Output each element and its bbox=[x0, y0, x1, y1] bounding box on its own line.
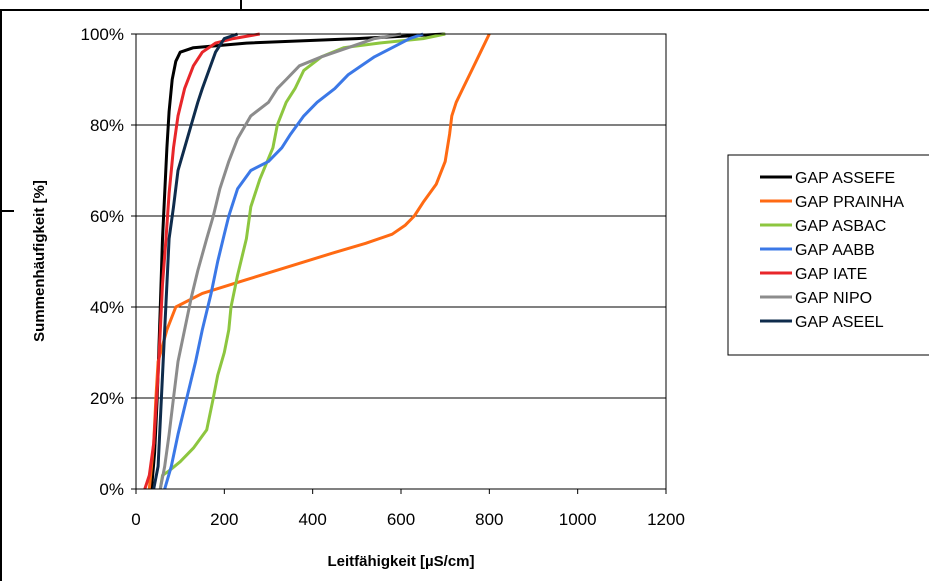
frame-notch-left bbox=[0, 210, 14, 212]
legend-entries: GAP ASSEFE GAP PRAINHA GAP ASBAC GAP AABB GA… bbox=[760, 170, 904, 331]
x-axis-title: Leitfähigkeit [µS/cm] bbox=[328, 553, 475, 570]
legend: GAP ASSEFE GAP PRAINHA GAP ASBAC GAP AABB GA… bbox=[727, 154, 929, 356]
outer-frame-top-line bbox=[0, 9, 929, 11]
x-tick-label: 200 bbox=[210, 510, 238, 529]
y-axis-title: Summenhäufigkeit [%] bbox=[31, 180, 48, 342]
y-tick-labels: 0% 20% 40% 60% 80% 100% bbox=[81, 25, 124, 499]
y-tick-label: 0% bbox=[99, 480, 124, 499]
x-tick-label: 800 bbox=[475, 510, 503, 529]
outer-frame-left-line bbox=[0, 9, 2, 581]
legend-label: GAP IATE bbox=[795, 266, 867, 283]
y-tick-label: 100% bbox=[81, 25, 124, 44]
legend-label: GAP AABB bbox=[795, 242, 875, 259]
x-tick-label: 600 bbox=[387, 510, 415, 529]
series-line-gap-iate bbox=[143, 32, 260, 490]
plot-area-border bbox=[135, 33, 667, 490]
legend-label: GAP PRAINHA bbox=[795, 194, 904, 211]
legend-label: GAP ASEEL bbox=[795, 314, 884, 331]
legend-label: GAP ASBAC bbox=[795, 218, 886, 235]
frame-notch-top bbox=[240, 0, 242, 10]
series-line-gap-aseel bbox=[152, 32, 239, 490]
y-tick-label: 60% bbox=[90, 207, 124, 226]
series-line-gap-assefe bbox=[150, 32, 446, 490]
x-tick-label: 1200 bbox=[647, 510, 685, 529]
x-tick-labels: 0 200 400 600 800 1000 1200 bbox=[131, 510, 685, 529]
y-tick-label: 80% bbox=[90, 116, 124, 135]
series-line-gap-nipo bbox=[158, 32, 402, 490]
series-lines bbox=[143, 32, 491, 490]
series-line-gap-aabb bbox=[163, 32, 424, 490]
x-tick-label: 1000 bbox=[559, 510, 597, 529]
legend-label: GAP NIPO bbox=[795, 290, 872, 307]
gridlines bbox=[131, 33, 667, 494]
x-tick-label: 400 bbox=[298, 510, 326, 529]
y-tick-label: 20% bbox=[90, 389, 124, 408]
legend-label: GAP ASSEFE bbox=[795, 170, 895, 187]
x-tick-label: 0 bbox=[131, 510, 140, 529]
y-tick-label: 40% bbox=[90, 298, 124, 317]
